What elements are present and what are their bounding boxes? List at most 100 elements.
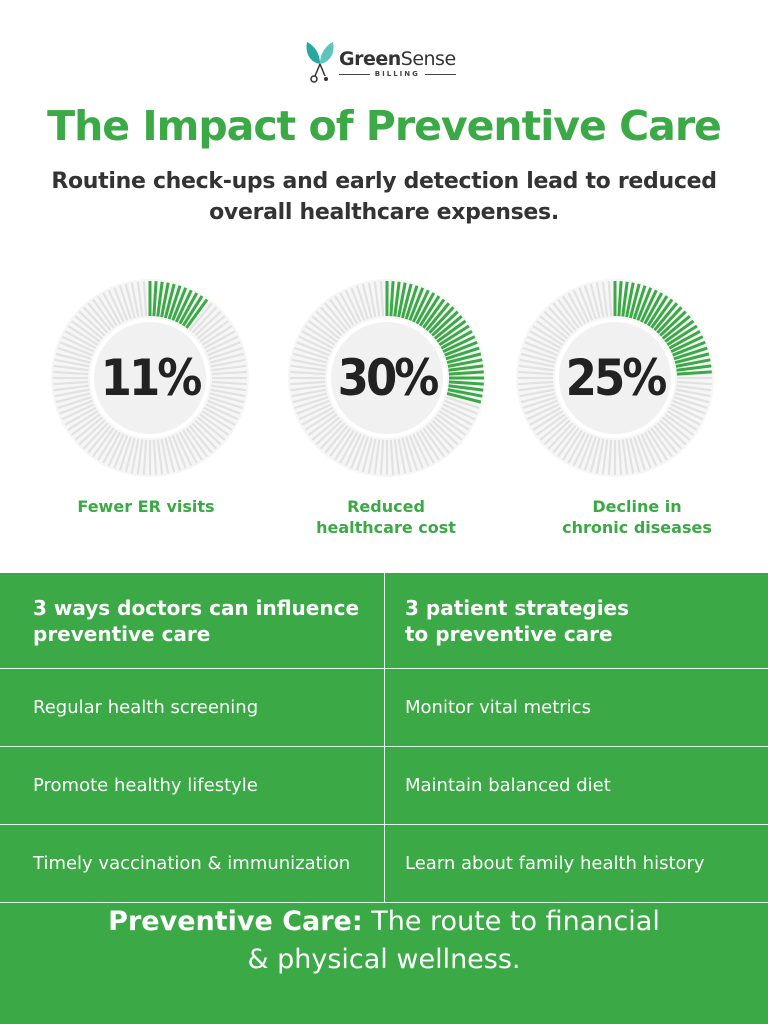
gauge-tick: [64, 406, 97, 426]
gauge-tick: [70, 413, 101, 436]
gauge-tick: [210, 388, 246, 398]
gauge-tick: [182, 429, 203, 461]
table-header-row: 3 ways doctors can influence preventive c…: [0, 573, 768, 669]
gauge-tick: [444, 399, 478, 415]
gauge-tick: [301, 330, 334, 350]
gauge-tick: [113, 287, 129, 321]
table-cell: Monitor vital metrics: [384, 669, 768, 746]
gauge-tick: [524, 341, 558, 357]
gauge-tick-filled: [676, 370, 712, 376]
gauge-tick: [298, 335, 332, 353]
gauge-tick-filled: [625, 282, 635, 318]
gauge-tick: [578, 435, 594, 469]
gauge-tick: [124, 283, 136, 319]
gauge-tick: [656, 422, 683, 450]
gauge-tick: [136, 281, 144, 317]
gauge-tick: [532, 410, 564, 431]
gauge-tick-filled: [444, 340, 478, 357]
gauge-tick: [87, 302, 112, 331]
gauge-tick-filled: [428, 306, 455, 334]
gauge-tick: [171, 435, 187, 469]
gauge-tick: [207, 399, 241, 415]
gauge-tick: [373, 439, 381, 475]
gauge-tick: [185, 427, 208, 458]
gauge-tick-filled: [448, 384, 484, 392]
gauge-tick: [97, 295, 118, 327]
gauge-tick: [397, 438, 407, 474]
gauge-tick-filled: [422, 298, 446, 329]
gauge-tick: [526, 403, 560, 421]
gauge-tick-filled: [404, 285, 419, 320]
gauge-tick: [547, 306, 574, 334]
gauge-center: [327, 318, 447, 438]
gauge-tick: [583, 285, 597, 320]
gauge-tick-filled: [670, 335, 704, 353]
gauge-tick: [296, 399, 330, 415]
gauge-tick: [373, 281, 381, 317]
gauge-tick-filled: [178, 292, 199, 325]
gauge-tick: [607, 281, 613, 317]
gauge-tick: [97, 429, 118, 461]
gauge-tick: [290, 380, 326, 386]
gauge-tick: [350, 287, 366, 321]
gauge-tick: [82, 306, 109, 334]
gauge-tick: [188, 302, 213, 331]
gauge-tick: [539, 315, 568, 340]
gauge-tick: [636, 435, 652, 469]
gauge-tick: [589, 283, 601, 319]
gauge-tick: [339, 431, 359, 464]
gauge-tick: [205, 403, 239, 421]
gauge-tick-filled: [661, 315, 691, 340]
gauge-tick: [562, 295, 583, 327]
gauge-tick: [209, 352, 245, 364]
gauge-tick: [67, 410, 99, 431]
gauge-tick: [59, 399, 93, 415]
leaf-stethoscope-icon: [306, 42, 334, 83]
header-text: 3 ways doctors can influence: [33, 595, 360, 620]
gauge-tick-filled: [659, 310, 687, 337]
gauge-tick: [518, 370, 554, 376]
gauge-label-line: Reduced: [347, 497, 425, 516]
gauge-tick: [208, 396, 243, 410]
gauge-tick: [291, 388, 327, 398]
gauge-tick-filled: [446, 352, 482, 365]
gauge-tick: [440, 406, 473, 426]
gauge-tick: [136, 439, 144, 475]
gauge-tick: [64, 330, 97, 350]
gauge-tick: [552, 302, 577, 331]
gauge-tick: [53, 380, 89, 386]
gauge-tick: [524, 399, 558, 415]
gauge-label-line: Decline in: [592, 497, 682, 516]
gauge-tick: [379, 439, 385, 475]
table-row: Promote healthy lifestyle Maintain balanc…: [0, 747, 768, 825]
gauge-tick-filled: [448, 370, 484, 376]
gauge-tick-filled: [440, 329, 473, 350]
gauge-tick: [124, 437, 136, 473]
gauge-tick: [535, 413, 566, 436]
header-doctors: 3 ways doctors can influence preventive c…: [0, 573, 384, 668]
gauge-tick: [674, 392, 710, 404]
gauge-tick-filled: [415, 292, 436, 325]
gauge-tick: [334, 429, 355, 461]
gauge-tick: [520, 352, 556, 364]
gauge-tick: [415, 431, 435, 464]
gauge-tick: [290, 384, 326, 392]
gauge-tick: [526, 335, 560, 353]
gauge: 25%: [515, 278, 715, 478]
gauge-tick-filled: [664, 319, 695, 343]
gauge-tick: [529, 330, 562, 350]
gauge-tick-filled: [163, 283, 176, 319]
gauge-tick: [92, 298, 115, 329]
gauge-tick: [324, 425, 349, 454]
gauge-tick: [296, 341, 330, 357]
gauge-tick: [543, 310, 571, 337]
gauge-tick: [629, 437, 641, 473]
gauge-tick: [291, 358, 327, 368]
gauge-tick: [118, 285, 132, 320]
gauge-tick: [355, 285, 369, 320]
gauge-tick: [197, 315, 226, 340]
gauge-tick-filled: [156, 281, 164, 317]
gauge-tick: [203, 406, 236, 426]
gauge-tick: [595, 438, 605, 474]
gauge-tick-filled: [418, 295, 441, 327]
